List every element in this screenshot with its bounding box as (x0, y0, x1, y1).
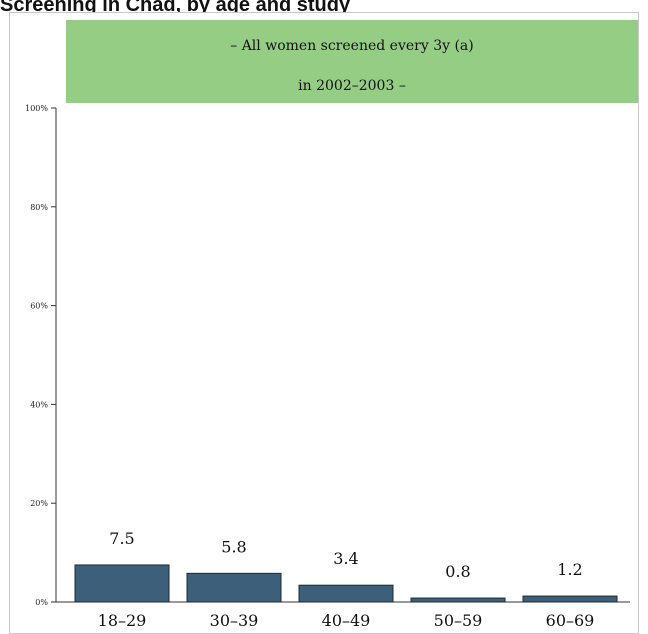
y-tick-label: 0% (35, 598, 48, 607)
value-label-4: 0.8 (445, 562, 470, 581)
chart-panel (9, 12, 639, 634)
x-tick-label-3: 40–49 (322, 611, 371, 630)
y-tick-label: 20% (30, 499, 48, 508)
bar-1 (74, 564, 170, 603)
value-label-1: 7.5 (109, 529, 134, 548)
bar-3 (298, 584, 394, 603)
value-label-3: 3.4 (333, 549, 358, 568)
annotation-line-2: in 2002–2003 – (298, 78, 406, 94)
y-tick-label: 80% (30, 203, 48, 212)
y-tick-label: 60% (30, 302, 48, 311)
y-tick-label: 100% (25, 104, 48, 113)
y-tick-label: 40% (30, 400, 48, 409)
value-label-2: 5.8 (221, 537, 246, 556)
annotation-banner (66, 20, 638, 103)
x-tick-label-5: 60–69 (546, 611, 595, 630)
bar-2 (186, 572, 282, 603)
bar-4 (410, 597, 506, 603)
x-tick-label-1: 18–29 (98, 611, 147, 630)
x-tick-label-2: 30–39 (210, 611, 259, 630)
value-label-5: 1.2 (557, 560, 582, 579)
annotation-line-1: – All women screened every 3y (a) (230, 38, 473, 54)
bar-5 (522, 595, 618, 603)
x-tick-label-4: 50–59 (434, 611, 483, 630)
